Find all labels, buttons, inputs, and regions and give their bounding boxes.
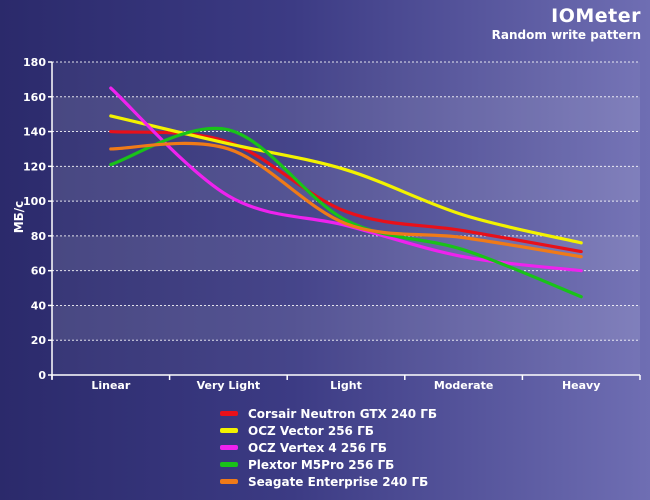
x-tick-label: Very Light bbox=[197, 379, 261, 392]
legend-item: Corsair Neutron GTX 240 ГБ bbox=[220, 405, 437, 422]
y-tick-label: 0 bbox=[38, 369, 46, 382]
legend-item: Seagate Enterprise 240 ГБ bbox=[220, 473, 437, 490]
plot-band bbox=[52, 166, 640, 202]
plot-band bbox=[52, 235, 640, 271]
title-block: IOMeter Random write pattern bbox=[492, 4, 641, 42]
x-tick-labels: Linear Very Light Light Moderate Heavy bbox=[91, 379, 600, 392]
legend-swatch bbox=[220, 462, 238, 467]
legend-swatch bbox=[220, 428, 238, 433]
plot-band bbox=[52, 96, 640, 132]
y-tick-labels: 0 20 40 60 80 100 120 140 160 180 bbox=[23, 56, 46, 382]
legend-label: Seagate Enterprise 240 ГБ bbox=[248, 474, 429, 489]
grid-lines bbox=[52, 61, 640, 341]
legend-item: OCZ Vertex 4 256 ГБ bbox=[220, 439, 437, 456]
legend-item: OCZ Vector 256 ГБ bbox=[220, 422, 437, 439]
axes bbox=[48, 61, 641, 380]
legend-label: OCZ Vertex 4 256 ГБ bbox=[248, 440, 387, 455]
y-tick-label: 100 bbox=[23, 195, 46, 208]
y-axis-label: МБ/с bbox=[12, 200, 26, 234]
x-tick-label: Linear bbox=[91, 379, 130, 392]
series-line bbox=[109, 114, 583, 245]
chart-title: IOMeter bbox=[551, 5, 641, 27]
y-tick-label: 20 bbox=[31, 334, 47, 347]
legend-label: Plextor M5Pro 256 ГБ bbox=[248, 457, 395, 472]
x-tick-label: Moderate bbox=[434, 379, 493, 392]
legend: Corsair Neutron GTX 240 ГБ OCZ Vector 25… bbox=[220, 405, 437, 490]
legend-swatch bbox=[220, 445, 238, 450]
y-tick-label: 40 bbox=[31, 299, 47, 312]
legend-swatch bbox=[220, 479, 238, 484]
plot-band bbox=[52, 270, 640, 306]
y-tick-label: 80 bbox=[31, 230, 47, 243]
y-tick-label: 180 bbox=[23, 56, 46, 69]
legend-swatch bbox=[220, 411, 238, 416]
y-tick-label: 140 bbox=[23, 126, 46, 139]
y-tick-label: 60 bbox=[31, 265, 47, 278]
x-tick-label: Light bbox=[330, 379, 362, 392]
legend-label: Corsair Neutron GTX 240 ГБ bbox=[248, 406, 438, 421]
y-tick-label: 160 bbox=[23, 91, 46, 104]
plot-band bbox=[52, 305, 640, 341]
plot-band bbox=[52, 62, 640, 97]
plot-band bbox=[52, 131, 640, 167]
y-tick-label: 120 bbox=[23, 160, 46, 173]
series-lines bbox=[109, 86, 583, 299]
legend-item: Plextor M5Pro 256 ГБ bbox=[220, 456, 437, 473]
plot-band bbox=[52, 340, 640, 375]
chart-subtitle: Random write pattern bbox=[491, 28, 641, 42]
legend-label: OCZ Vector 256 ГБ bbox=[248, 423, 374, 438]
x-tick-label: Heavy bbox=[562, 379, 600, 392]
series-line bbox=[109, 126, 583, 299]
series-line bbox=[109, 141, 583, 259]
